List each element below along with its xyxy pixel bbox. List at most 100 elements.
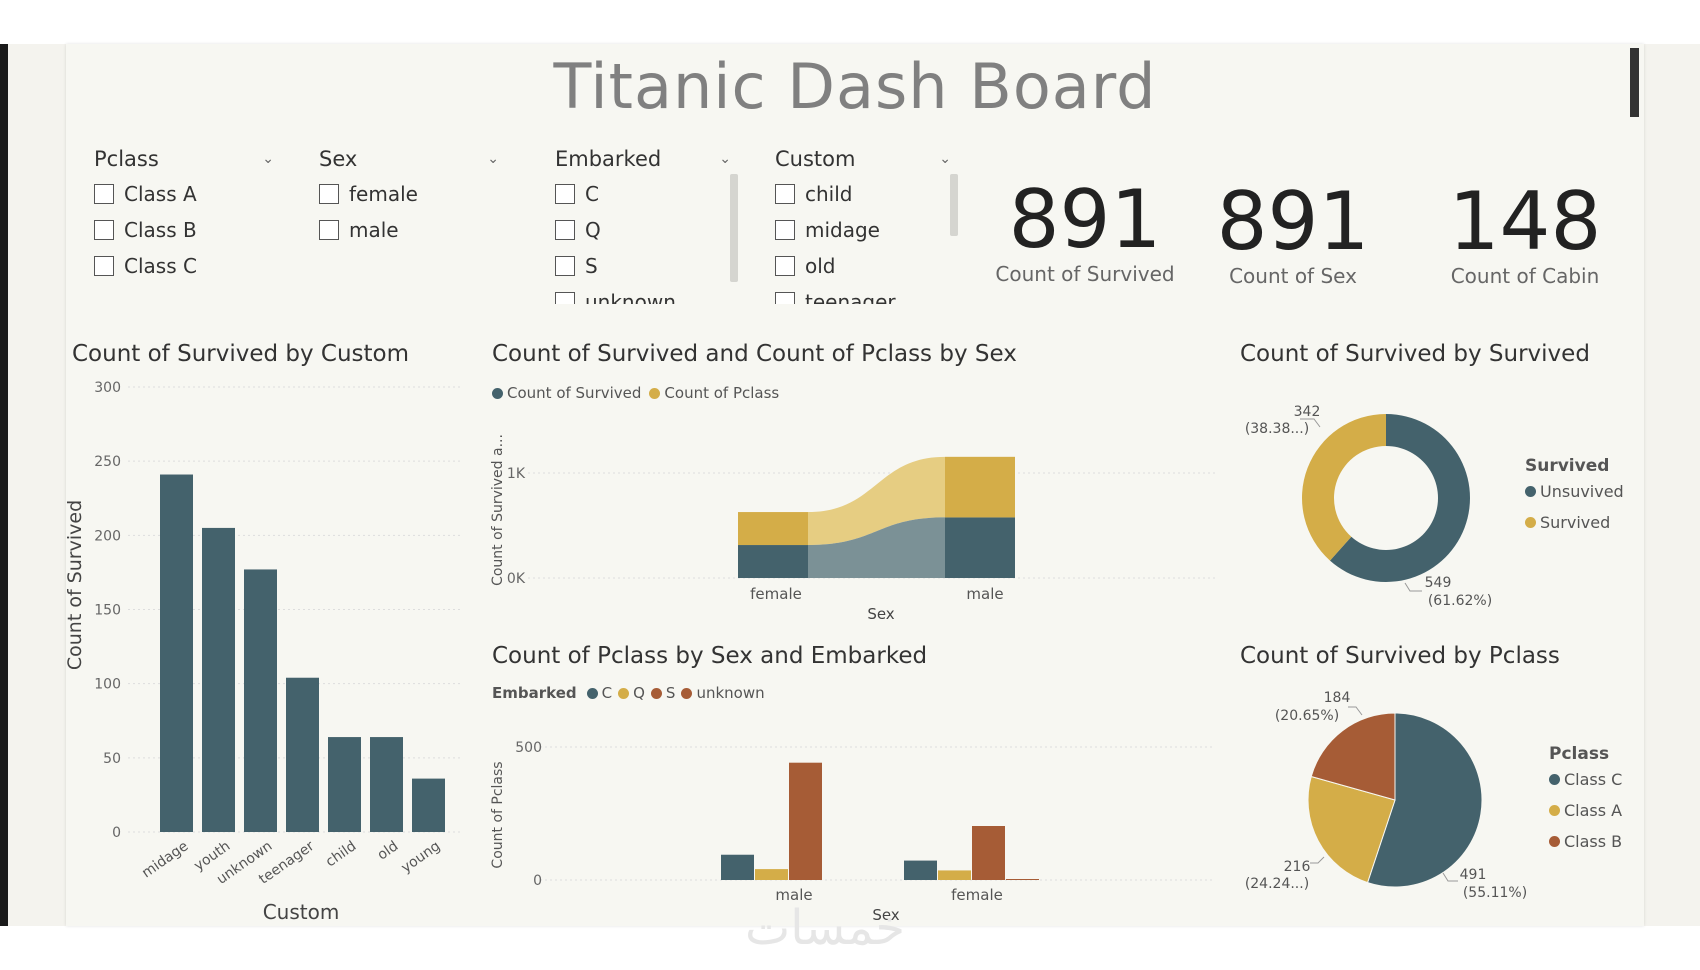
bar[interactable] [370, 737, 403, 832]
x-tick-label: old [375, 838, 402, 863]
card-count-cabin: 148 Count of Cabin [1415, 182, 1635, 289]
legend-item[interactable]: unknown [696, 684, 765, 702]
slicer-option[interactable]: male [319, 212, 499, 248]
y-tick-label: 150 [94, 603, 121, 619]
chart-by-survived[interactable]: 342 (38.38...) 549 (61.62%) [1230, 395, 1650, 615]
chevron-down-icon[interactable]: ⌄ [719, 151, 731, 167]
chart-title-by-pclass: Count of Survived by Pclass [1240, 643, 1560, 669]
legend-item[interactable]: S [665, 684, 676, 702]
y-axis-label: Count of Pclass [490, 761, 506, 868]
y-axis-label: Count of Survived a... [490, 434, 506, 586]
slicer-option[interactable]: Class B [94, 212, 274, 248]
bar-pclass[interactable] [738, 512, 808, 546]
bar[interactable] [755, 869, 788, 880]
donut-slice[interactable] [1302, 414, 1386, 561]
x-tick-label: child [323, 838, 359, 870]
slicer-option[interactable]: Class A [94, 176, 274, 212]
pie-slice[interactable] [1307, 775, 1396, 884]
slicer-option[interactable]: child [775, 176, 925, 212]
bar[interactable] [286, 677, 319, 832]
checkbox[interactable] [94, 184, 114, 204]
slicer-header[interactable]: Sex ⌄ [319, 146, 499, 172]
bar[interactable] [202, 527, 235, 832]
legend-item[interactable]: Count of Survived [507, 384, 642, 402]
chart-by-embarked[interactable]: 500 0 male female Sex Count of Pclass [480, 720, 1220, 926]
chevron-down-icon[interactable]: ⌄ [939, 151, 951, 167]
legend-dot [681, 687, 693, 699]
slicer-option[interactable]: female [319, 176, 499, 212]
bar-pclass[interactable] [945, 456, 1015, 518]
slicer-option[interactable]: old [775, 248, 925, 284]
legend-item[interactable]: Class B [1549, 826, 1622, 857]
slicer-option[interactable]: midage [775, 212, 925, 248]
donut-slice[interactable] [1329, 414, 1470, 582]
y-tick-label: 0 [112, 825, 121, 841]
legend-dot [1525, 486, 1536, 497]
checkbox[interactable] [775, 220, 795, 240]
legend-item[interactable]: C [601, 684, 613, 702]
slicer-scrollbar[interactable] [730, 174, 738, 282]
checkbox[interactable] [555, 184, 575, 204]
slicer-option[interactable]: Q [555, 212, 705, 248]
bar-survived[interactable] [738, 545, 808, 578]
slicer-option[interactable]: C [555, 176, 705, 212]
legend-item[interactable]: Class A [1549, 795, 1622, 826]
x-tick-label: male [775, 886, 812, 904]
bar[interactable] [789, 762, 822, 880]
checkbox[interactable] [775, 184, 795, 204]
checkbox[interactable] [555, 220, 575, 240]
y-tick-label: 200 [94, 528, 121, 544]
slicer-header[interactable]: Custom ⌄ [775, 146, 951, 172]
legend-title: Survived [1525, 456, 1610, 476]
bar[interactable] [244, 569, 277, 832]
bar-survived[interactable] [945, 517, 1015, 578]
checkbox[interactable] [555, 256, 575, 276]
checkbox[interactable] [775, 292, 795, 304]
checkbox[interactable] [94, 256, 114, 276]
slicer-header[interactable]: Embarked ⌄ [555, 146, 731, 172]
checkbox[interactable] [775, 256, 795, 276]
chevron-down-icon[interactable]: ⌄ [262, 151, 274, 167]
page-scrollbar[interactable] [1630, 48, 1639, 117]
slicer-option[interactable]: unknown [555, 284, 705, 304]
legend-item[interactable]: Survived [1525, 507, 1624, 538]
pie-slice[interactable] [1366, 712, 1483, 888]
x-tick-label: female [750, 585, 802, 603]
slicer-option[interactable]: Class C [94, 248, 274, 284]
pie-slice[interactable] [1310, 712, 1396, 801]
slicer-header[interactable]: Pclass ⌄ [94, 146, 274, 172]
bar[interactable] [328, 737, 361, 832]
chart-by-sex[interactable]: 1K 0K female male Sex Count of Survived … [480, 410, 1220, 630]
legend-item[interactable]: Count of Pclass [664, 384, 780, 402]
ribbon-pclass[interactable] [808, 456, 945, 546]
bar[interactable] [972, 826, 1005, 880]
slicer-option[interactable]: S [555, 248, 705, 284]
label-leader [1404, 582, 1422, 592]
watermark: خمسات [745, 900, 906, 956]
label-leader [1348, 706, 1363, 716]
checkbox[interactable] [319, 184, 339, 204]
legend-item[interactable]: Q [633, 684, 645, 702]
data-label: 184 [1324, 690, 1351, 706]
x-axis-label: Custom [263, 900, 340, 924]
bar[interactable] [160, 474, 193, 832]
legend-dot [1549, 774, 1560, 785]
legend-item[interactable]: Unsuvived [1525, 476, 1624, 507]
slicer-title: Custom [775, 147, 856, 171]
bar[interactable] [721, 854, 754, 880]
bar[interactable] [1006, 879, 1039, 880]
chart-by-pclass[interactable]: 184 (20.65%) 216 (24.24...) 491 (55.11%) [1230, 685, 1650, 915]
slicer-scrollbar[interactable] [950, 174, 958, 236]
checkbox[interactable] [555, 292, 575, 304]
bar[interactable] [904, 860, 937, 880]
ribbon-survived[interactable] [808, 517, 945, 578]
legend-item[interactable]: Class C [1549, 764, 1622, 795]
bar[interactable] [938, 870, 971, 880]
checkbox[interactable] [319, 220, 339, 240]
bar[interactable] [412, 778, 445, 832]
checkbox[interactable] [94, 220, 114, 240]
slicer-option[interactable]: teenager [775, 284, 925, 304]
chevron-down-icon[interactable]: ⌄ [487, 151, 499, 167]
